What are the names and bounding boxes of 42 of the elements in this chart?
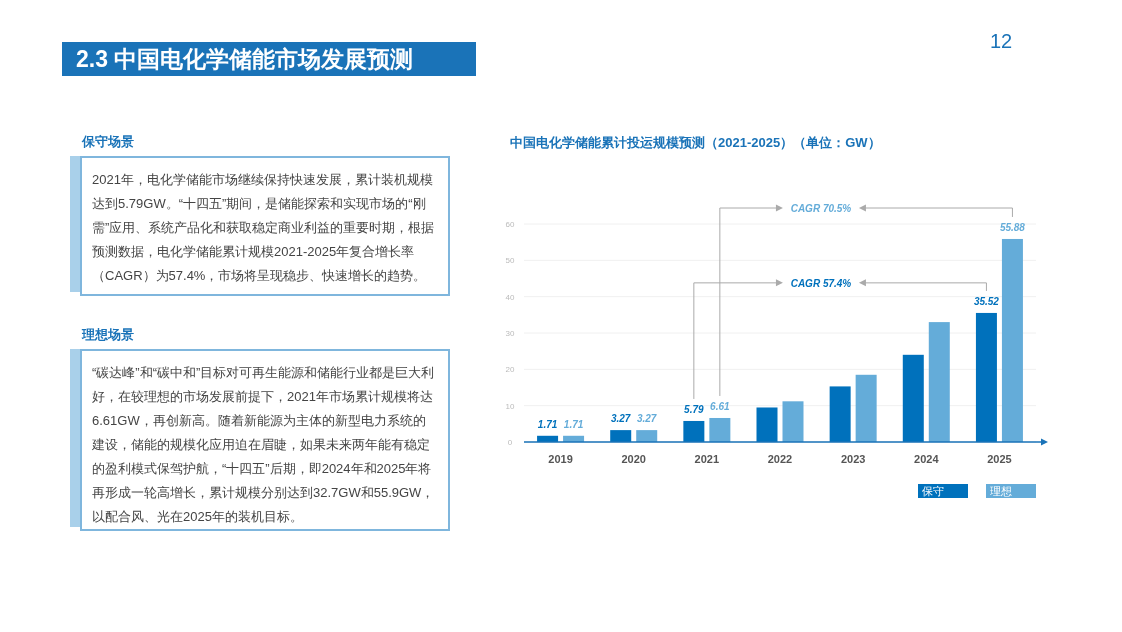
bar xyxy=(1001,238,1023,442)
chart-title: 中国电化学储能累计投运规模预测（2021-2025）（单位：GW） xyxy=(510,134,881,152)
text: 保守场景 xyxy=(82,133,134,151)
bar xyxy=(709,417,731,442)
text: 2.3 中国电化学储能市场发展预测 xyxy=(62,42,476,76)
bar xyxy=(782,401,804,442)
x-tick-label: 2021 xyxy=(694,453,720,465)
bar xyxy=(975,312,997,442)
y-tick-label: 20 xyxy=(505,365,515,375)
x-tick-label: 2023 xyxy=(840,453,866,465)
text: 2021年，电化学储能市场继续保持快速发展，累计装机规模达到5.79GW。“十四五”期间，是储能探索和实现市场的“刚需”应用、系统产品化和获取稳定商业利益的重要时期，根据预测数据，电化学储能累计规模2021-2025年复合增长率（CAGR）为57.4%，市场将呈现稳步、快速增长的趋势。 xyxy=(80,156,450,296)
y-tick-label: 50 xyxy=(505,256,515,266)
text: 理想 xyxy=(990,485,1012,497)
data-label: 6.61 xyxy=(710,400,731,412)
bar xyxy=(610,430,632,442)
bar xyxy=(928,322,950,442)
data-label: 1.71 xyxy=(537,418,558,430)
data-label: 3.27 xyxy=(610,413,631,425)
text: 理想场景 xyxy=(82,326,134,344)
x-tick-label: 2022 xyxy=(767,453,793,465)
text: “碳达峰”和“碳中和”目标对可再生能源和储能行业都是巨大利好，在较理想的市场发展前提下，2021年市场累计规模将达6.61GW，再创新高。随着新能源为主体的新型电力系统的建设，储能的规模化应用迫在眉睫，如果未来两年能有稳定的盈利模式保驾护航，“十四五”后期，即2024年和2025年将再形成一轮高增长，累计规模分别达到32.7GW和55.9GW，以配合风、光在2025年的装机目标。 xyxy=(80,349,450,531)
bar xyxy=(829,386,851,442)
text: 12 xyxy=(990,30,1013,53)
y-tick-label: 40 xyxy=(505,292,515,302)
bar xyxy=(902,354,924,442)
x-tick-label: 2019 xyxy=(548,453,573,465)
bar xyxy=(636,430,658,442)
data-label: 35.52 xyxy=(973,295,1000,307)
x-tick-label: 2024 xyxy=(914,453,940,465)
text: 保守 xyxy=(922,485,944,497)
x-tick-label: 2025 xyxy=(987,453,1012,465)
annotation: CAGR 57.4% xyxy=(790,277,852,289)
bar xyxy=(855,374,877,442)
data-label: 55.88 xyxy=(999,221,1026,233)
bar xyxy=(683,420,705,442)
bar xyxy=(756,407,778,442)
text: CAGR 70.5% xyxy=(790,203,852,214)
data-label: 1.71 xyxy=(563,418,584,430)
x-tick-label: 2020 xyxy=(621,453,646,465)
y-tick-label: 60 xyxy=(505,220,515,229)
data-label: 5.79 xyxy=(684,403,705,415)
data-label: 3.27 xyxy=(636,413,657,425)
